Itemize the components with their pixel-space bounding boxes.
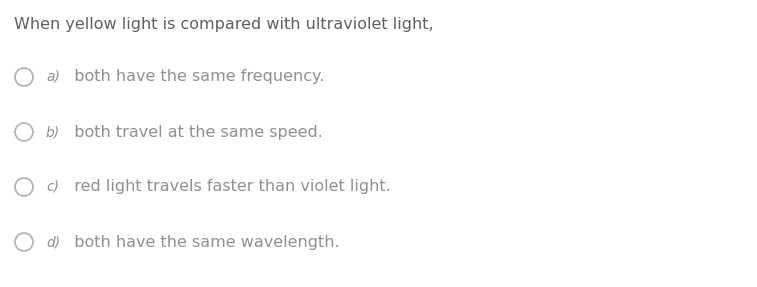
Text: both travel at the same speed.: both travel at the same speed. <box>64 125 323 139</box>
Text: d): d) <box>46 235 60 249</box>
Text: c): c) <box>46 180 59 194</box>
Text: When yellow light is compared with ultraviolet light,: When yellow light is compared with ultra… <box>14 17 434 32</box>
Text: both have the same wavelength.: both have the same wavelength. <box>64 234 340 249</box>
Text: b): b) <box>46 125 60 139</box>
Text: a): a) <box>46 70 60 84</box>
Text: red light travels faster than violet light.: red light travels faster than violet lig… <box>64 179 391 195</box>
Text: both have the same frequency.: both have the same frequency. <box>64 69 325 84</box>
